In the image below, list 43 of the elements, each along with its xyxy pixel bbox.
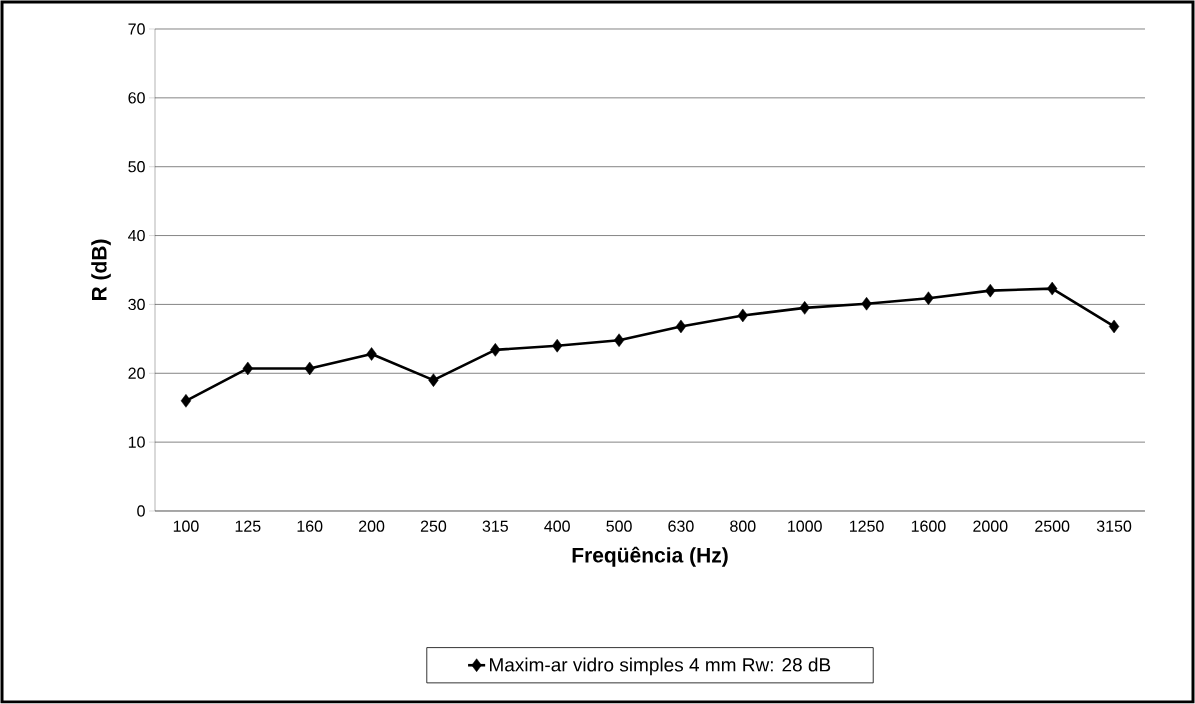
x-tick-label: 1250 bbox=[849, 520, 884, 532]
point bbox=[242, 361, 253, 376]
legend-label: Maxim-ar vidro simples 4 mm Rw: 28 dB bbox=[490, 657, 831, 676]
point bbox=[428, 373, 439, 387]
y-tick-label: 60 bbox=[128, 92, 145, 104]
point bbox=[799, 301, 810, 315]
x-tick-label: 2000 bbox=[973, 520, 1008, 532]
x-tick-label: 125 bbox=[235, 520, 261, 532]
point bbox=[613, 333, 625, 347]
x-tick-label: 160 bbox=[297, 520, 323, 532]
point bbox=[366, 347, 377, 361]
x-tick-label: 100 bbox=[173, 520, 199, 532]
x-tick-label: 200 bbox=[359, 520, 385, 532]
y-tick-label: 50 bbox=[128, 161, 145, 173]
point bbox=[861, 296, 872, 311]
point bbox=[552, 338, 563, 353]
y-tick-label: 10 bbox=[128, 436, 145, 448]
y-axis-title: R (dB) bbox=[91, 239, 111, 301]
x-tick-label: 630 bbox=[668, 520, 694, 532]
point bbox=[675, 319, 687, 334]
x-tick-label: 250 bbox=[420, 520, 447, 532]
y-tick-label: 20 bbox=[128, 367, 145, 379]
x-tick-label: 1600 bbox=[911, 520, 946, 532]
point bbox=[490, 343, 501, 357]
point bbox=[1047, 281, 1058, 296]
x-tick-label: 3150 bbox=[1096, 520, 1132, 532]
point bbox=[180, 394, 192, 408]
y-tick-label: 30 bbox=[128, 298, 145, 311]
x-axis-title: Freqüência (Hz) bbox=[572, 546, 728, 567]
point bbox=[737, 308, 748, 323]
x-tick-label: 2500 bbox=[1035, 520, 1070, 532]
point bbox=[985, 283, 996, 298]
y-tick-label: 0 bbox=[137, 505, 145, 517]
x-tick-label: 400 bbox=[544, 520, 570, 532]
y-tick-label: 40 bbox=[128, 229, 145, 242]
point bbox=[1108, 319, 1120, 334]
x-tick-label: 1000 bbox=[788, 520, 822, 532]
point bbox=[304, 361, 315, 376]
x-tick-label: 500 bbox=[606, 520, 632, 532]
x-tick-label: 800 bbox=[730, 520, 756, 532]
y-tick-label: 70 bbox=[128, 23, 145, 35]
x-tick-label: 315 bbox=[482, 520, 508, 532]
point bbox=[923, 291, 934, 305]
